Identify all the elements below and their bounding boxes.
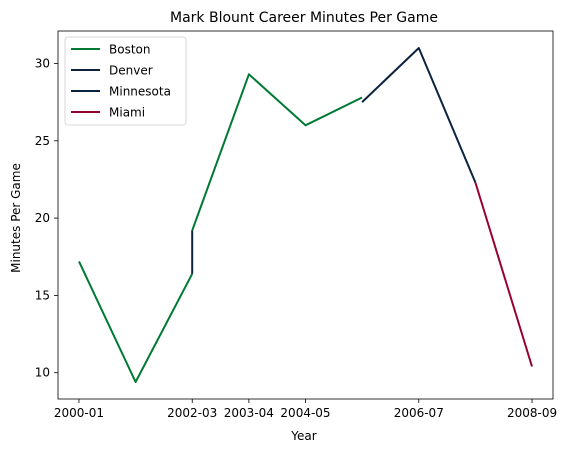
x-axis-label: Year: [290, 429, 316, 443]
x-tick-label: 2006-07: [394, 406, 444, 420]
legend-label: Denver: [109, 64, 153, 78]
y-tick-label: 15: [35, 288, 50, 302]
series-line-minnesota-3: [361, 47, 477, 183]
x-axis: 2000-01 2002-03 2003-04 2004-05 2006-07 2008-…: [54, 399, 557, 420]
legend-label: Miami: [109, 106, 145, 120]
x-tick-label: 2003-04: [224, 406, 274, 420]
x-tick-label: 2000-01: [54, 406, 104, 420]
x-tick-label: 2004-05: [280, 406, 330, 420]
legend: Boston Denver Minnesota Miami: [64, 36, 187, 126]
legend-box: [64, 36, 187, 126]
y-tick-label: 30: [35, 56, 50, 70]
series-line-boston-2: [191, 73, 363, 231]
legend-label: Minnesota: [109, 85, 171, 99]
series-line-boston-0: [78, 260, 194, 383]
y-tick-label: 10: [35, 366, 50, 380]
y-axis-label: Minutes Per Game: [9, 163, 23, 273]
series-line-miami-4: [474, 182, 533, 367]
chart-title: Mark Blount Career Minutes Per Game: [170, 10, 438, 26]
y-axis: 10 15 20 25 30: [35, 56, 58, 380]
x-tick-label: 2002-03: [167, 406, 217, 420]
y-tick-label: 20: [35, 211, 50, 225]
legend-label: Boston: [109, 43, 150, 57]
x-tick-label: 2008-09: [507, 406, 557, 420]
y-tick-label: 25: [35, 134, 50, 148]
